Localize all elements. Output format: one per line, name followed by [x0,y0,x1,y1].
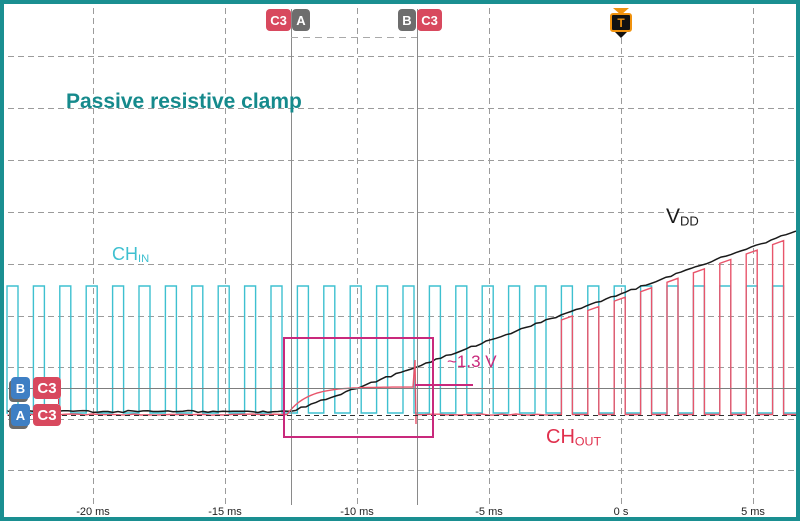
gridline-horizontal [8,160,796,161]
gridline-horizontal [8,367,796,368]
trigger-position-notch [613,8,629,15]
clamp-level-pointer-line [415,384,473,386]
gridline-horizontal [8,470,796,471]
axis-tick-label: -15 ms [208,506,242,518]
gridline-horizontal [8,56,796,57]
ch-out-label-main: CH [546,426,575,448]
gridline-vertical [621,8,622,505]
vdd-trace [7,230,796,414]
axis-tick-label: 5 ms [741,506,765,518]
ch-out-trace [7,239,796,425]
ch-out-label: CHOUT [546,426,601,449]
axis-tick-label: 0 s [613,506,629,518]
cursor-b-vertical-line[interactable] [417,9,418,505]
zoom-region-rectangle[interactable] [283,337,434,438]
cursor-b-level-line[interactable] [8,388,796,389]
gridline-horizontal [8,108,796,109]
level-a-badge[interactable]: A [11,404,30,426]
cursor-a-channel-badge[interactable]: C3 [266,9,291,31]
gridline-horizontal [8,264,796,265]
plot-title: Passive resistive clamp [66,90,302,113]
gridline-horizontal [8,212,796,213]
vdd-label: VDD [666,205,699,229]
clamp-voltage-annotation: ~1.3 V [447,352,497,371]
gridline-vertical [93,8,94,505]
level-a-channel-badge[interactable]: C3 [33,404,61,426]
ch-in-trace [6,285,796,414]
gridline-vertical [357,8,358,505]
ch-in-label-main: CH [112,244,138,264]
cursor-a-badge[interactable]: A [292,9,310,31]
gridline-vertical [753,8,754,505]
cursor-link-line [291,37,417,38]
axis-tick-label: -10 ms [340,506,374,518]
ch-in-label: CHIN [112,244,149,265]
cursor-a-level-line[interactable] [8,415,796,416]
gridline-horizontal [8,316,796,317]
vdd-label-sub: DD [680,213,699,229]
cursor-delta-indicator [58,390,59,413]
gridline-vertical [225,8,226,505]
level-b-badge[interactable]: B [11,377,30,399]
trigger-marker[interactable]: T [610,13,632,32]
cursor-a-vertical-line[interactable] [291,9,292,505]
waveform-layer [6,230,796,425]
ch-in-label-sub: IN [138,253,150,266]
gridline-vertical [489,8,490,505]
axis-tick-label: -20 ms [76,506,110,518]
level-b-channel-badge[interactable]: C3 [33,377,61,399]
axis-tick-label: -5 ms [475,506,503,518]
cursor-b-badge[interactable]: B [398,9,416,31]
vdd-label-main: V [666,205,681,228]
ch-out-label-sub: OUT [574,434,602,449]
trigger-marker-tail [615,32,627,38]
gridline-horizontal [8,419,796,420]
cursor-b-channel-badge[interactable]: C3 [417,9,442,31]
